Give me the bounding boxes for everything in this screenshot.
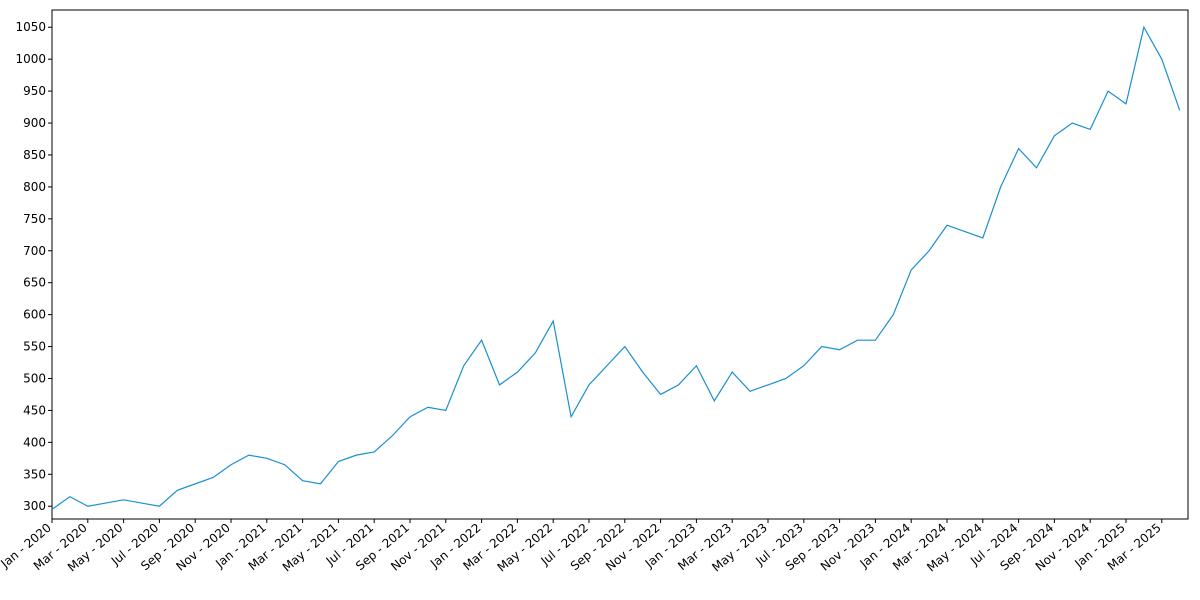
y-tick-label: 950 xyxy=(23,84,46,98)
y-tick-label: 700 xyxy=(23,244,46,258)
y-tick-label: 1050 xyxy=(15,20,46,34)
y-tick-label: 550 xyxy=(23,340,46,354)
y-tick-label: 1000 xyxy=(15,52,46,66)
plot-frame xyxy=(51,9,1189,520)
y-tick-label: 800 xyxy=(23,180,46,194)
y-tick-label: 500 xyxy=(23,371,46,385)
y-tick-label: 350 xyxy=(23,467,46,481)
y-tick-label: 450 xyxy=(23,403,46,417)
line xyxy=(51,25,1181,510)
y-tick-label: 300 xyxy=(23,499,46,513)
y-tick-label: 600 xyxy=(23,308,46,322)
y-tick-label: 900 xyxy=(23,116,46,130)
y-tick-label: 750 xyxy=(23,212,46,226)
y-tick-label: 400 xyxy=(23,435,46,449)
y-tick-label: 650 xyxy=(23,276,46,290)
y-tick-label: 850 xyxy=(23,148,46,162)
